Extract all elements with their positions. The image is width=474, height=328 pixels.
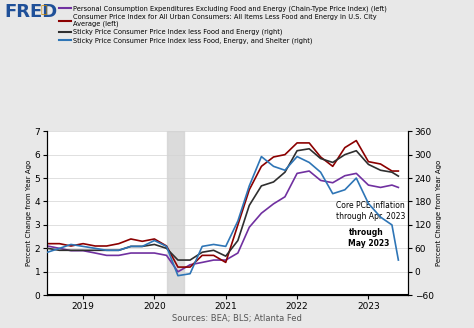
Text: through
May 2023: through May 2023 [348,228,390,248]
Y-axis label: Percent Change from Year Ago: Percent Change from Year Ago [26,160,32,266]
Bar [166,131,184,295]
Y-axis label: Percent Change from Year Ago: Percent Change from Year Ago [437,160,442,266]
Text: Sources: BEA; BLS; Atlanta Fed: Sources: BEA; BLS; Atlanta Fed [172,315,302,323]
Text: 🗠: 🗠 [40,5,47,15]
Text: Core PCE inflation
through Apr. 2023: Core PCE inflation through Apr. 2023 [337,201,406,221]
Text: FRED: FRED [5,3,58,21]
Legend: Personal Consumption Expenditures Excluding Food and Energy (Chain-Type Price In: Personal Consumption Expenditures Exclud… [58,5,388,44]
